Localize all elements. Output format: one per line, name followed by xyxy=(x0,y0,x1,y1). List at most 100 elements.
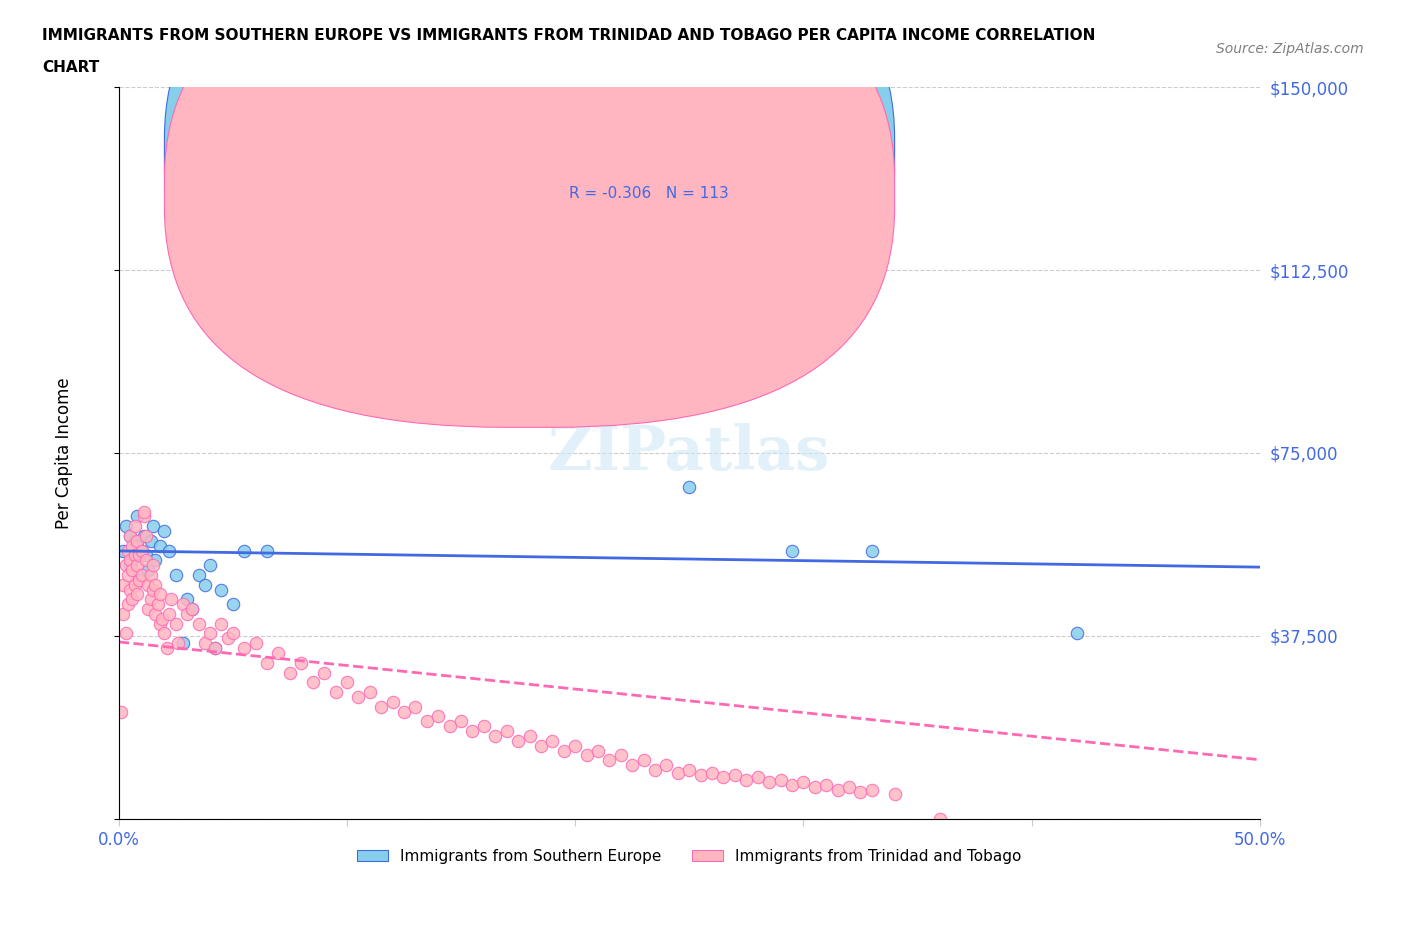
Point xyxy=(139,533,162,548)
Point xyxy=(165,567,187,582)
Point xyxy=(125,587,148,602)
Point xyxy=(472,719,495,734)
Point xyxy=(131,567,153,582)
Point xyxy=(314,665,336,680)
Point xyxy=(233,543,256,558)
Point xyxy=(541,734,564,749)
Point xyxy=(149,538,172,553)
Point xyxy=(575,748,598,763)
Point xyxy=(610,748,633,763)
Point xyxy=(780,543,803,558)
Point xyxy=(278,665,301,680)
Point xyxy=(114,558,136,573)
Point xyxy=(135,528,157,543)
Point xyxy=(860,543,883,558)
Point xyxy=(678,480,700,495)
Point xyxy=(222,626,245,641)
Point xyxy=(713,770,735,785)
Point xyxy=(381,695,404,710)
Point xyxy=(769,773,792,788)
Point xyxy=(125,533,148,548)
Point xyxy=(735,773,758,788)
Point xyxy=(245,636,267,651)
Point xyxy=(128,548,150,563)
Point xyxy=(336,675,359,690)
Point xyxy=(165,617,187,631)
Point xyxy=(347,689,370,704)
Point xyxy=(780,777,803,792)
Point xyxy=(359,684,381,699)
Y-axis label: Per Capita Income: Per Capita Income xyxy=(55,378,73,529)
Point xyxy=(1066,626,1088,641)
Point xyxy=(120,528,142,543)
Point xyxy=(633,753,655,768)
Point xyxy=(153,524,176,538)
Point xyxy=(135,552,157,567)
Text: Source: ZipAtlas.com: Source: ZipAtlas.com xyxy=(1216,42,1364,56)
Point xyxy=(792,775,814,790)
Point xyxy=(495,724,517,738)
Point xyxy=(131,543,153,558)
Point xyxy=(204,641,226,656)
Point xyxy=(124,578,146,592)
Point xyxy=(803,779,825,794)
Point xyxy=(139,591,162,606)
Point xyxy=(114,519,136,534)
Point xyxy=(157,543,180,558)
Point xyxy=(121,591,143,606)
Point xyxy=(678,763,700,777)
Point xyxy=(176,591,198,606)
Point xyxy=(138,602,160,617)
Point xyxy=(598,753,620,768)
Point xyxy=(439,719,461,734)
Point xyxy=(124,533,146,548)
Point xyxy=(849,785,872,800)
Point xyxy=(135,548,157,563)
Point xyxy=(644,763,666,777)
Point xyxy=(172,636,194,651)
Point xyxy=(689,767,711,782)
Point xyxy=(194,578,217,592)
Point xyxy=(112,606,135,621)
Point xyxy=(198,626,221,641)
Point xyxy=(117,567,139,582)
Point xyxy=(815,777,838,792)
Point xyxy=(150,611,173,626)
Point xyxy=(392,704,415,719)
Point xyxy=(110,704,132,719)
Point xyxy=(506,397,529,412)
Point xyxy=(149,617,172,631)
Point xyxy=(149,587,172,602)
Point xyxy=(187,567,209,582)
Point xyxy=(838,779,860,794)
Point xyxy=(586,743,609,758)
Text: CHART: CHART xyxy=(42,60,100,75)
Point xyxy=(204,641,226,656)
Point xyxy=(256,543,278,558)
Point xyxy=(301,675,323,690)
Point xyxy=(125,538,148,553)
Point xyxy=(117,543,139,558)
Point xyxy=(125,558,148,573)
Point xyxy=(217,631,239,645)
Point xyxy=(125,509,148,524)
Point xyxy=(506,734,529,749)
Point xyxy=(128,567,150,582)
Point xyxy=(124,548,146,563)
Point xyxy=(381,348,404,363)
Point xyxy=(112,543,135,558)
Point xyxy=(139,567,162,582)
Point xyxy=(180,602,202,617)
Point xyxy=(138,563,160,578)
Point xyxy=(120,582,142,597)
Point xyxy=(211,617,233,631)
Point xyxy=(121,552,143,567)
Point xyxy=(211,582,233,597)
Point xyxy=(153,626,176,641)
Point xyxy=(167,636,190,651)
Point xyxy=(883,787,905,802)
FancyBboxPatch shape xyxy=(165,0,894,387)
Point xyxy=(121,563,143,578)
Point xyxy=(112,578,135,592)
Point xyxy=(416,714,439,729)
